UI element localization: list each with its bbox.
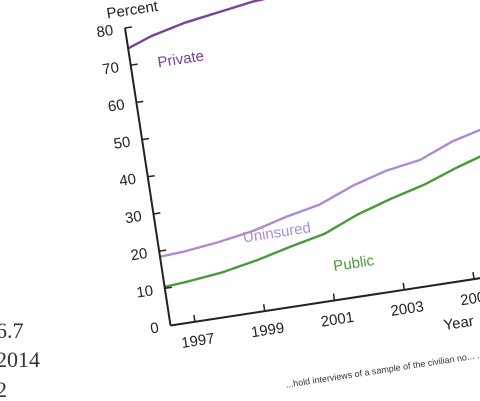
x-tick-label: 2001 <box>320 309 356 331</box>
x-tick-mark <box>262 304 266 312</box>
margin-fragment-2: 2014 <box>0 347 40 372</box>
x-tick-mark <box>472 272 475 280</box>
y-tick-mark <box>124 26 133 29</box>
series-line-private <box>127 0 480 50</box>
y-tick-label: 40 <box>118 171 137 190</box>
margin-fragment-3: 2 <box>0 377 7 401</box>
source-note: ...hold interviews of a sample of the ci… <box>285 328 480 390</box>
chart-root: 0 10 20 30 40 50 60 70 80 1997 1999 2001 2003 2005 20… <box>95 0 480 390</box>
series-line-uninsured <box>159 89 480 258</box>
left-margin-fragments: 6.7 2014 2 <box>0 318 40 401</box>
x-axis <box>170 261 480 327</box>
series-label-public: Public <box>332 252 375 275</box>
x-tick-label: 1999 <box>250 319 286 341</box>
y-tick-mark <box>136 100 144 104</box>
y-tick-label: 50 <box>113 133 132 152</box>
y-tick-mark <box>164 286 172 290</box>
x-tick-layer: 199719992001200320052007 <box>180 272 480 352</box>
series-label-private: Private <box>156 47 205 71</box>
y-tick-label: 20 <box>130 245 149 264</box>
x-tick-mark <box>332 293 336 301</box>
y-tick-mark <box>170 323 178 327</box>
y-tick-label: 10 <box>135 282 154 301</box>
y-tick-label: 0 <box>149 319 160 337</box>
series-layer <box>127 0 480 289</box>
y-tick-mark <box>147 174 155 178</box>
series-line-public <box>164 114 480 289</box>
x-tick-label: 2005 <box>459 287 480 309</box>
y-tick-layer: 0 10 20 30 40 50 60 70 80 <box>95 22 178 338</box>
y-tick-mark <box>153 212 161 215</box>
x-tick-mark <box>402 282 406 290</box>
y-tick-label: 70 <box>101 59 120 78</box>
y-tick-mark <box>130 63 138 66</box>
x-axis-title: Year <box>442 313 475 334</box>
y-axis-unit-label: Percent <box>105 0 159 23</box>
x-tick-mark <box>193 314 196 322</box>
margin-fragment-1: 6.7 <box>0 318 24 343</box>
y-tick-label: 30 <box>124 208 143 227</box>
y-tick-label: 60 <box>107 96 126 115</box>
y-tick-label: 80 <box>95 22 114 41</box>
x-tick-label: 1997 <box>180 330 216 352</box>
y-tick-mark <box>159 249 167 252</box>
x-tick-label: 2003 <box>389 298 425 320</box>
y-tick-mark <box>141 137 150 141</box>
